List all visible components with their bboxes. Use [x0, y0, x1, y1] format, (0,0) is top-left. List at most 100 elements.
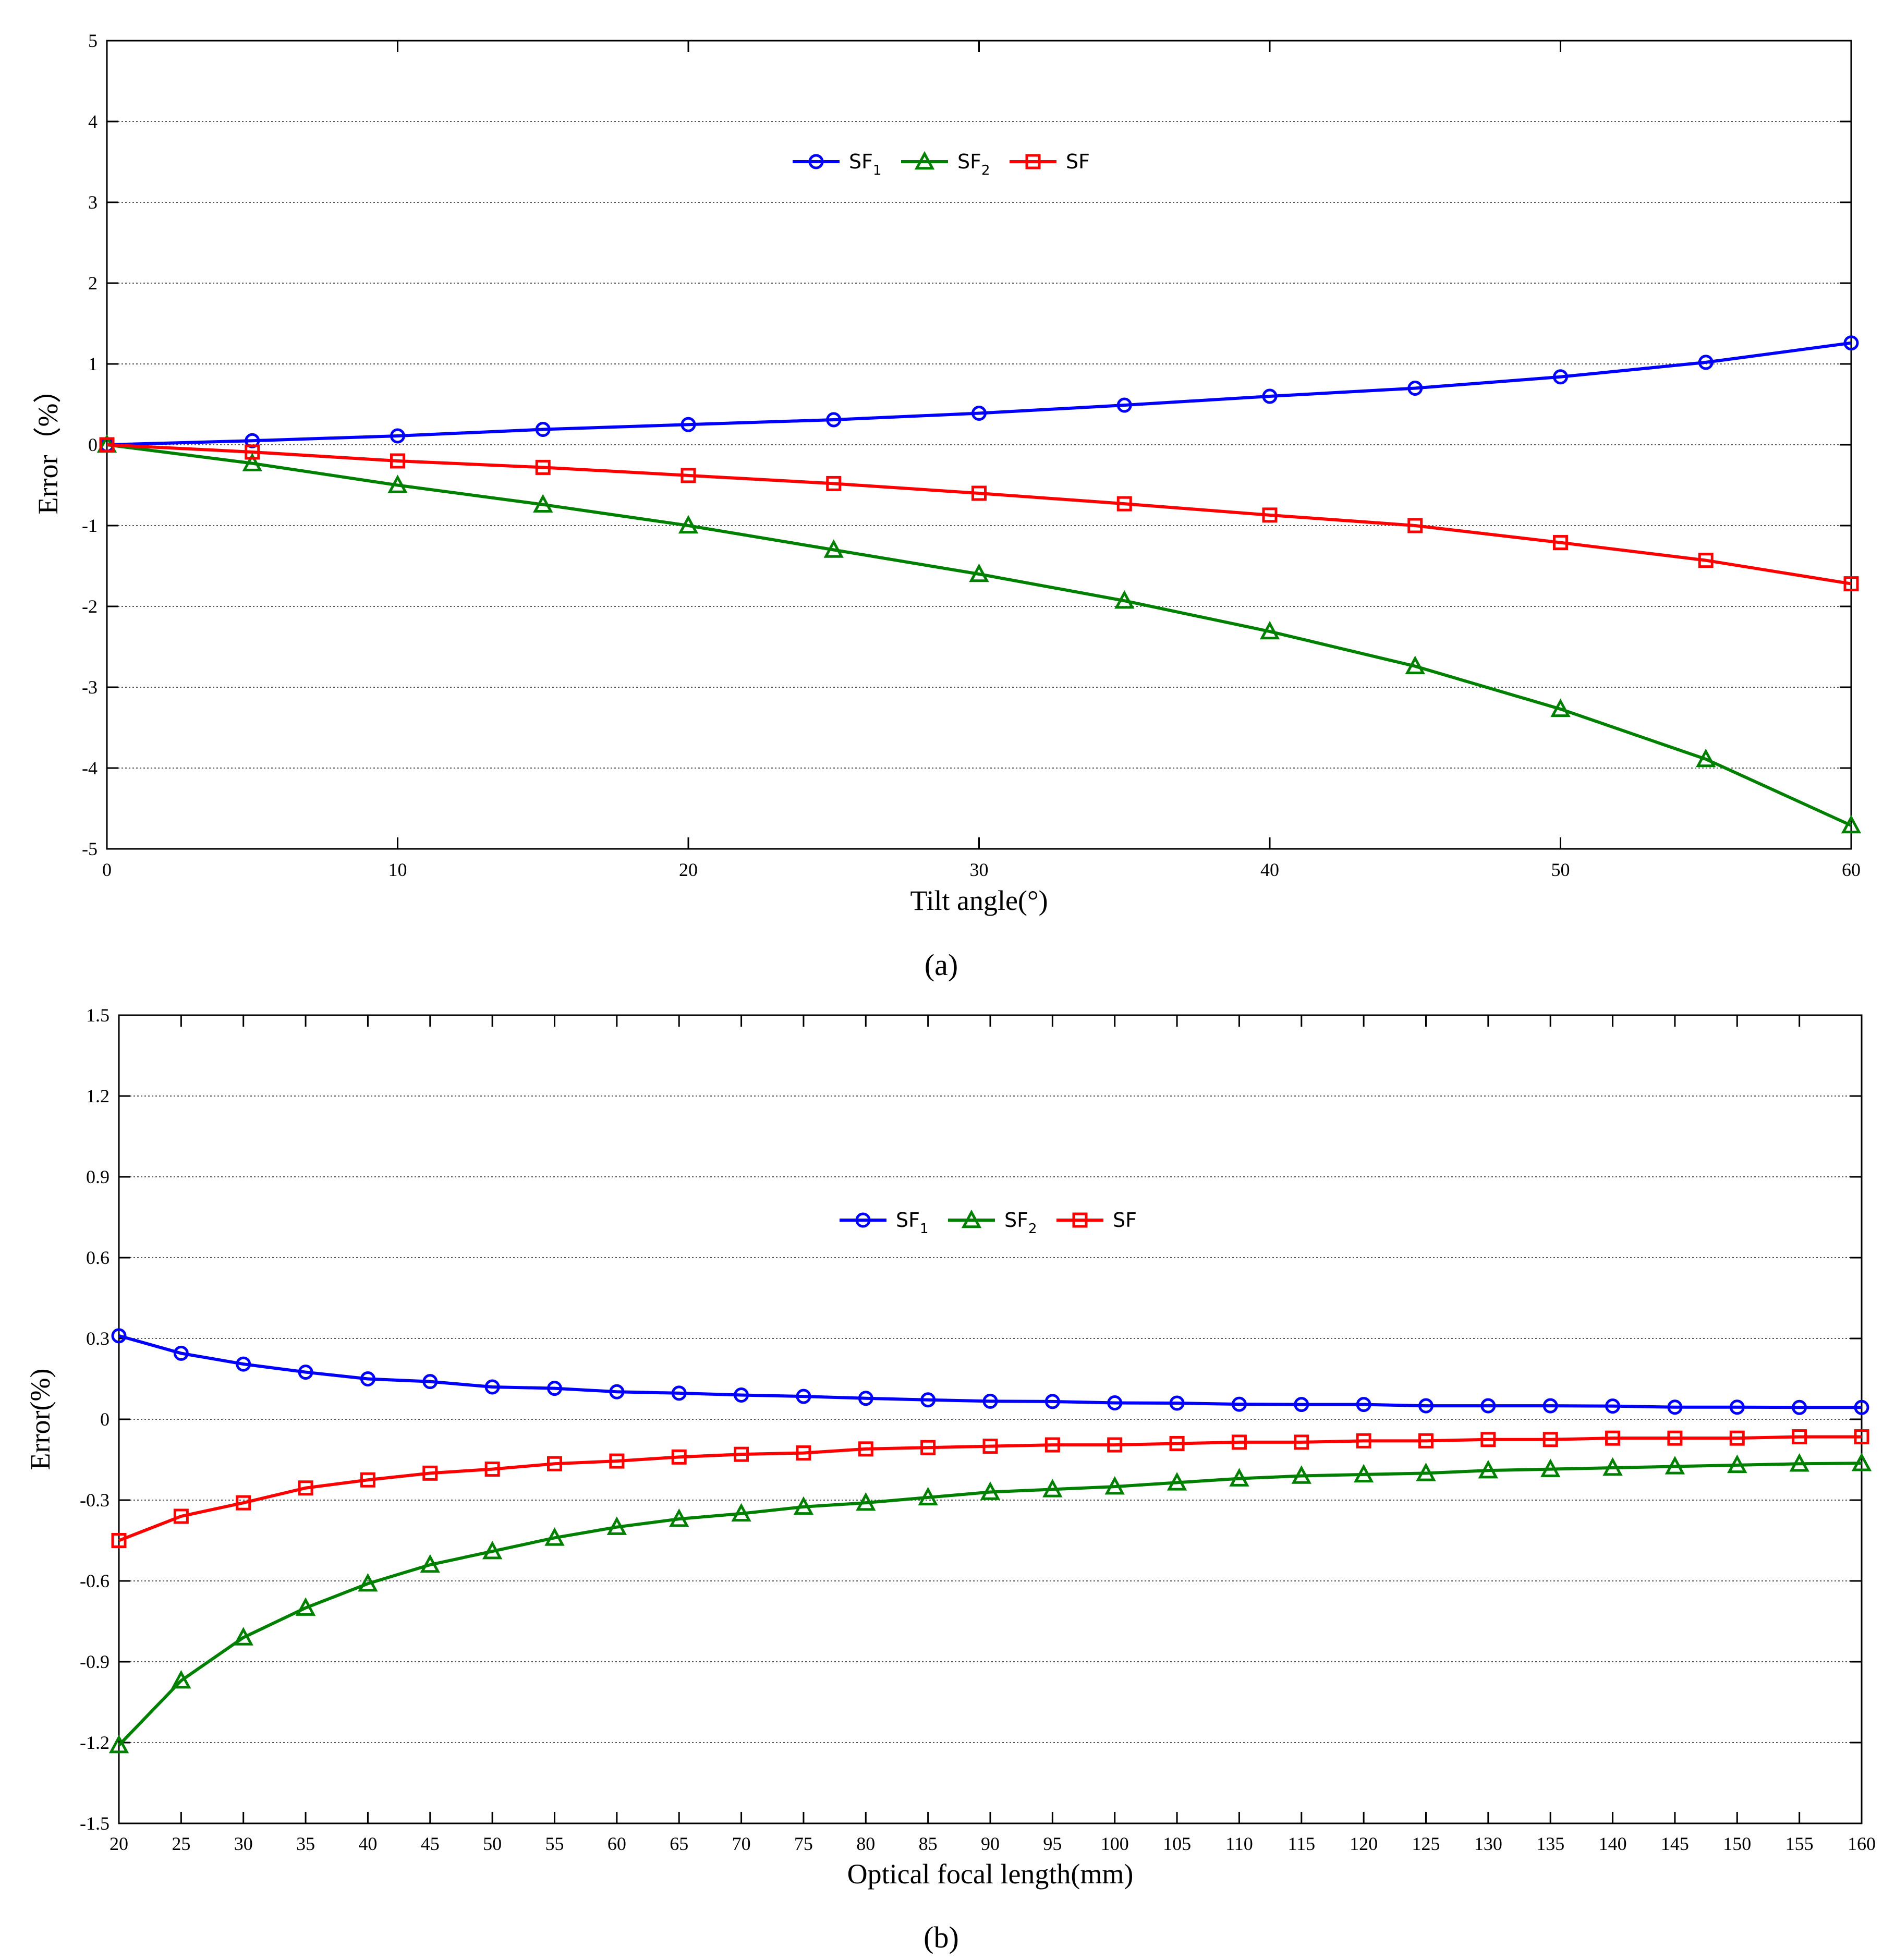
sf1-data-point	[1843, 335, 1859, 351]
panel-b-label: (b)	[924, 1920, 959, 1954]
legend-sf2-subscript: 2	[981, 163, 990, 178]
sf-series-line	[118, 1435, 1862, 1542]
sf-data-point	[671, 1449, 687, 1465]
legend-sf2-label: SF2	[957, 150, 990, 178]
sf2-data-point	[1042, 1479, 1063, 1498]
legend-sf-name: SF	[1113, 1209, 1137, 1232]
legend-sf1-label: SF1	[849, 150, 882, 178]
legend-sf2-name: SF	[1004, 1209, 1028, 1232]
x-tick-label: 35	[296, 1833, 315, 1854]
sf2-data-point	[1540, 1458, 1561, 1477]
sf1-data-point	[173, 1345, 189, 1361]
sf2-data-point	[1665, 1456, 1685, 1475]
sf-data-point	[1407, 518, 1423, 533]
sf1-data-point	[1542, 1398, 1558, 1414]
sf2-data-point	[1696, 748, 1716, 768]
x-tick-label: 110	[1225, 1833, 1253, 1854]
x-tick-label: 115	[1287, 1833, 1315, 1854]
sf1-data-point	[484, 1379, 500, 1395]
y-tick-label: -3	[82, 677, 98, 698]
sf2-data-point	[1478, 1459, 1499, 1479]
y-tick-label: -1.2	[80, 1732, 110, 1753]
sf1-data-point	[1107, 1395, 1123, 1410]
y-tick-label: 0.3	[86, 1328, 110, 1349]
sf1-data-point	[796, 1389, 811, 1404]
sf2-data-point	[533, 494, 553, 513]
y-tick-label: 1.5	[86, 1005, 110, 1026]
x-tick-label: 20	[679, 859, 698, 880]
legend-sf-label: SF	[1113, 1209, 1137, 1232]
sf1-data-point	[681, 417, 696, 432]
x-tick-label: 55	[545, 1833, 564, 1854]
sf1-data-point	[609, 1384, 625, 1399]
x-tick-label: 80	[856, 1833, 875, 1854]
x-tick-label: 50	[1551, 859, 1570, 880]
sf1-data-point	[1698, 355, 1714, 370]
sf-data-point	[245, 444, 260, 460]
sf1-data-point	[826, 412, 842, 428]
sf2-data-point	[1291, 1465, 1311, 1484]
sf1-data-point	[1480, 1398, 1496, 1414]
sf1-data-point	[111, 1328, 127, 1344]
sf-data-point	[796, 1445, 811, 1461]
sf2-data-point	[1602, 1457, 1623, 1476]
sf-data-point	[1843, 576, 1859, 592]
sf2-data-point	[295, 1597, 316, 1616]
sf-data-point	[422, 1465, 438, 1481]
plot-area	[119, 1015, 1862, 1823]
sf2-data-point	[823, 539, 844, 558]
x-tick-label: 60	[608, 1833, 626, 1854]
sf1-data-point	[1854, 1399, 1869, 1415]
sf2-data-point	[171, 1670, 191, 1689]
y-tick-label: -4	[82, 758, 98, 778]
sf2-data-point	[1550, 698, 1571, 717]
y-tick-label: 3	[88, 192, 98, 213]
sf1-data-point	[298, 1365, 313, 1380]
sf-data-point	[1553, 535, 1568, 551]
sf2-data-point	[1789, 1453, 1809, 1472]
sf-series-line	[106, 443, 1852, 586]
legend-sf-name: SF	[1066, 150, 1090, 173]
legend-sf1-subscript: 1	[920, 1221, 929, 1237]
sf2-data-point	[108, 1734, 129, 1754]
sf1-series-line	[118, 1334, 1862, 1409]
x-tick-label: 70	[732, 1833, 751, 1854]
sf-data-point	[826, 476, 842, 491]
sf2-data-point	[1841, 814, 1862, 834]
sf1-data-point	[1356, 1397, 1371, 1413]
sf2-data-point	[1229, 1468, 1249, 1487]
legend-sf1-name: SF	[896, 1209, 920, 1232]
sf2-series-line	[106, 443, 1852, 827]
x-tick-label: 155	[1785, 1833, 1814, 1854]
legend-sf2-name: SF	[957, 150, 981, 173]
sf1-data-point	[734, 1387, 749, 1403]
legend-sf1-subscript: 1	[873, 163, 882, 178]
legend-sf2-marker	[914, 151, 935, 170]
sf1-data-point	[236, 1356, 251, 1372]
sf-data-point	[1294, 1434, 1309, 1450]
panel-a-label: (a)	[925, 948, 958, 982]
sf2-data-point	[678, 515, 699, 534]
sf1-data-point	[982, 1393, 998, 1409]
sf1-data-point	[1729, 1399, 1745, 1415]
sf-data-point	[1116, 496, 1132, 512]
sf-data-point	[1605, 1430, 1621, 1446]
sf2-data-point	[544, 1527, 565, 1546]
sf1-data-point	[1605, 1398, 1621, 1414]
legend-sf-label: SF	[1066, 150, 1090, 173]
x-tick-label: 85	[919, 1833, 938, 1854]
sf-data-point	[360, 1472, 375, 1488]
sf-data-point	[390, 453, 405, 469]
sf1-data-point	[1792, 1399, 1807, 1415]
sf-data-point	[1231, 1434, 1247, 1450]
plot-frame	[118, 1014, 1863, 1824]
x-tick-label: 135	[1536, 1833, 1564, 1854]
x-tick-label: 160	[1848, 1833, 1876, 1854]
sf2-data-point	[669, 1508, 689, 1527]
sf1-data-point	[360, 1371, 375, 1386]
sf2-data-point	[1405, 655, 1425, 674]
sf2-data-point	[793, 1496, 814, 1515]
sf-data-point	[1792, 1429, 1807, 1445]
